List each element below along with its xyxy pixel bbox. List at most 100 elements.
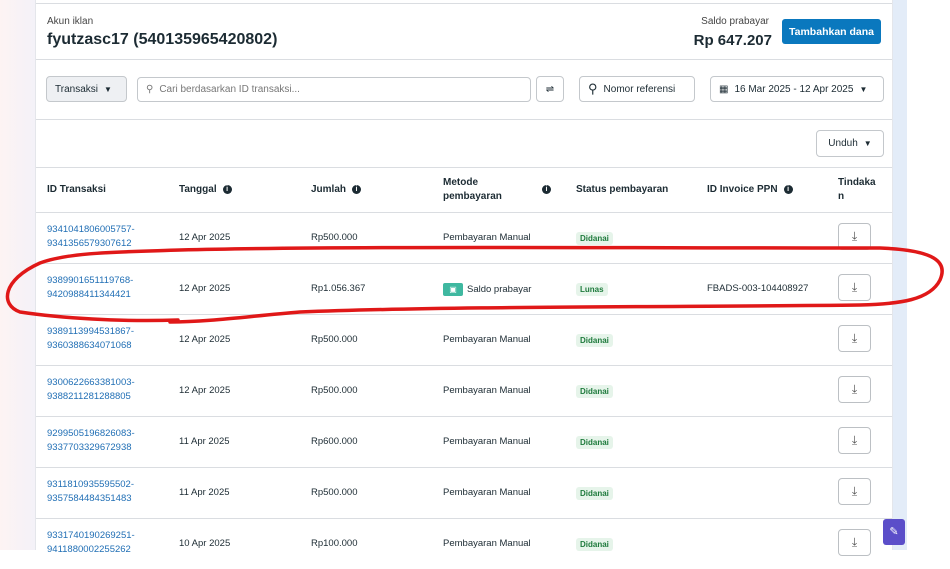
- method-label: Pembayaran Manual: [443, 538, 531, 549]
- download-invoice-button[interactable]: ⤓: [838, 325, 871, 352]
- info-icon[interactable]: i: [542, 185, 551, 194]
- id-part: 9300622663381003-: [47, 377, 135, 388]
- header-label: Metode pembayaran: [443, 176, 502, 202]
- transaction-id-link[interactable]: 9341041806005757- 9341356579307612: [47, 223, 135, 251]
- balance-label: Saldo prabayar: [701, 16, 769, 27]
- method-label: Pembayaran Manual: [443, 487, 531, 498]
- status-badge: Lunas: [576, 283, 608, 296]
- table-row: 9341041806005757- 9341356579307612 12 Apr…: [36, 212, 892, 263]
- download-invoice-button[interactable]: ⤓: [838, 478, 871, 505]
- status-badge: Didanai: [576, 334, 613, 347]
- divider: [36, 59, 892, 60]
- download-icon: ⤓: [851, 535, 858, 549]
- column-header[interactable]: Jumlah i: [311, 167, 362, 212]
- amount-cell: Rp600.000: [311, 436, 358, 447]
- download-icon: ⤓: [851, 331, 858, 345]
- transaction-id-link[interactable]: 9300622663381003- 9388211281288805: [47, 376, 135, 404]
- header-label: Tanggal: [179, 184, 217, 195]
- status-badge: Didanai: [576, 436, 613, 449]
- sliders-icon: ⇌: [545, 83, 555, 95]
- caret-down-icon: ▼: [859, 84, 868, 94]
- page-background-right: [893, 0, 907, 550]
- method-label: Pembayaran Manual: [443, 436, 531, 447]
- account-label: Akun iklan: [47, 16, 94, 27]
- status-badge: Didanai: [576, 232, 613, 245]
- download-invoice-button[interactable]: ⤓: [838, 427, 871, 454]
- column-header: Tindakan: [838, 167, 878, 212]
- status-badge: Didanai: [576, 487, 613, 500]
- method-label: Pembayaran Manual: [443, 334, 531, 345]
- column-header[interactable]: Tanggal i: [179, 167, 232, 212]
- table-row: 9311810935595502- 9357584484351483 11 Apr…: [36, 467, 892, 518]
- header-label: Tindakan: [838, 176, 876, 202]
- help-chat-button[interactable]: ✎: [883, 519, 905, 545]
- filter-button[interactable]: ⇌: [536, 76, 564, 102]
- caret-down-icon: ▼: [103, 84, 112, 94]
- download-icon: ⤓: [851, 229, 858, 243]
- annotation-stroke: [5, 245, 944, 324]
- search-icon: ⚲: [588, 81, 598, 96]
- red-annotation-circle: [5, 245, 944, 324]
- select-label: Transaksi: [55, 83, 98, 95]
- info-icon[interactable]: i: [352, 185, 362, 194]
- amount-cell: Rp100.000: [311, 538, 358, 549]
- id-part: 9388211281288805: [47, 391, 131, 402]
- id-part: 9389901651119768-: [47, 275, 134, 286]
- id-part: 9360388634071068: [47, 340, 132, 351]
- download-icon: ⤓: [851, 484, 858, 498]
- id-part: 9389113994531867-: [47, 326, 134, 337]
- info-icon[interactable]: i: [783, 185, 793, 194]
- header-label: ID Transaksi: [47, 184, 106, 195]
- column-header[interactable]: Status pembayaran: [576, 167, 668, 212]
- date-range-label: 16 Mar 2025 - 12 Apr 2025: [734, 83, 854, 95]
- calendar-icon: ▦: [719, 83, 729, 95]
- id-part: 9357584484351483: [47, 493, 132, 504]
- download-invoice-button[interactable]: ⤓: [838, 223, 871, 250]
- date-cell: 12 Apr 2025: [179, 283, 231, 294]
- invoice-id-cell: FBADS-003-104408927: [707, 283, 809, 294]
- search-icon: ⚲: [146, 84, 154, 95]
- column-header[interactable]: ID Transaksi: [47, 167, 106, 212]
- method-label: Pembayaran Manual: [443, 232, 531, 243]
- transaction-id-link[interactable]: 9299505196826083- 9337703329672938: [47, 427, 135, 455]
- transaction-id-link[interactable]: 9389901651119768- 9420988411344421: [47, 274, 133, 302]
- download-invoice-button[interactable]: ⤓: [838, 376, 871, 403]
- id-part: 9420988411344421: [47, 289, 131, 300]
- billing-card: Akun iklan fyutzasc17 (540135965420802) …: [35, 0, 893, 556]
- transaction-id-link[interactable]: 9389113994531867- 9360388634071068: [47, 325, 134, 353]
- date-range-picker[interactable]: ▦ 16 Mar 2025 - 12 Apr 2025 ▼: [710, 76, 884, 102]
- search-input[interactable]: ⚲ Cari berdasarkan ID transaksi...: [137, 77, 531, 102]
- id-part: 9341356579307612: [47, 238, 132, 249]
- transaction-id-link[interactable]: 9311810935595502- 9357584484351483: [47, 478, 134, 506]
- id-part: 9341041806005757-: [47, 224, 135, 235]
- divider: [36, 3, 892, 4]
- info-icon[interactable]: i: [222, 185, 232, 194]
- payment-method-cell: Pembayaran Manual: [443, 232, 531, 243]
- table-row: 9300622663381003- 9388211281288805 12 Apr…: [36, 365, 892, 416]
- download-label: Unduh: [828, 138, 858, 149]
- amount-cell: Rp1.056.367: [311, 283, 366, 294]
- date-cell: 11 Apr 2025: [179, 487, 230, 498]
- download-button[interactable]: Unduh ▼: [816, 130, 884, 157]
- column-header[interactable]: Metode pembayaran i: [443, 167, 551, 212]
- id-part: 9337703329672938: [47, 442, 132, 453]
- table-row: 9389901651119768- 9420988411344421 12 Apr…: [36, 263, 892, 314]
- wallet-icon: ▣: [443, 283, 463, 296]
- account-name: fyutzasc17 (540135965420802): [47, 31, 278, 48]
- method-label: Saldo prabayar: [467, 284, 532, 295]
- download-invoice-button[interactable]: ⤓: [838, 274, 871, 301]
- date-cell: 10 Apr 2025: [179, 538, 231, 549]
- add-funds-button[interactable]: Tambahkan dana: [782, 19, 881, 44]
- download-icon: ⤓: [851, 433, 858, 447]
- reference-number-button[interactable]: ⚲ Nomor referensi: [579, 76, 695, 102]
- transaction-type-select[interactable]: Transaksi ▼: [46, 76, 127, 102]
- id-part: 9311810935595502-: [47, 479, 134, 490]
- date-cell: 12 Apr 2025: [179, 385, 231, 396]
- id-part: 9331740190269251-: [47, 530, 135, 541]
- column-header[interactable]: ID Invoice PPN i: [707, 167, 793, 212]
- date-cell: 11 Apr 2025: [179, 436, 230, 447]
- status-badge: Didanai: [576, 538, 613, 551]
- payment-method-cell: Pembayaran Manual: [443, 385, 531, 396]
- divider: [36, 167, 892, 168]
- header-label: Jumlah: [311, 184, 347, 195]
